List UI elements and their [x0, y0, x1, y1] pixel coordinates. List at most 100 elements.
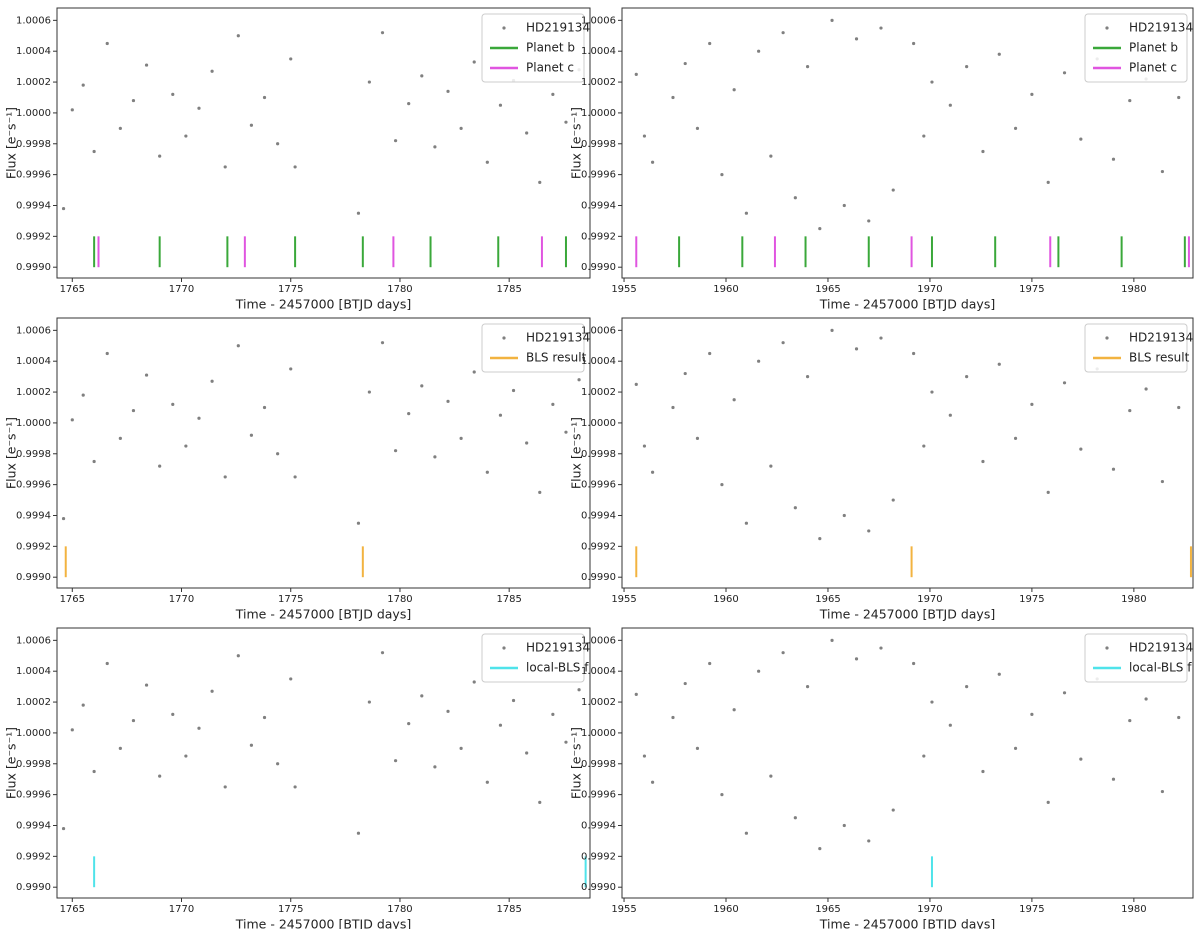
data-point [210, 69, 214, 73]
data-point [650, 470, 655, 474]
data-point [757, 669, 761, 673]
legend-box [481, 633, 585, 683]
data-point [197, 416, 201, 420]
panel: 1955 1960 1965 1970 1975 1980 0.9990 0.9992 0.99… [569, 627, 1194, 929]
data-point [356, 521, 361, 525]
data-point [708, 661, 712, 666]
data-point [249, 123, 254, 127]
data-point [420, 694, 424, 698]
data-point [564, 430, 568, 434]
y-tick-label: 0.9996 [16, 480, 51, 491]
data-point [1013, 126, 1018, 130]
data-point [948, 413, 952, 417]
data-point [793, 506, 797, 510]
data-point [380, 651, 385, 655]
y-tick-label: 0.9998 [581, 449, 616, 460]
data-point [433, 765, 437, 769]
data-point [356, 211, 361, 215]
data-point [1046, 180, 1050, 184]
data-point [1128, 98, 1132, 103]
x-tick-label: 1780 [387, 594, 412, 605]
y-tick-label: 1.0002 [581, 77, 616, 88]
data-point [997, 52, 1001, 56]
data-point [854, 657, 859, 661]
data-point [818, 227, 822, 231]
y-tick-label: 0.9996 [16, 170, 51, 181]
data-point [930, 80, 934, 84]
data-point [276, 142, 280, 146]
data-point [459, 126, 463, 130]
data-point [1144, 697, 1148, 701]
data-point [1128, 718, 1132, 723]
data-point [367, 390, 371, 394]
data-point [922, 444, 926, 448]
x-tick-label: 1775 [278, 284, 303, 295]
data-point [634, 72, 638, 76]
data-point [744, 831, 748, 835]
data-point [757, 49, 761, 53]
data-point [912, 41, 916, 46]
data-point [81, 703, 85, 707]
data-point [380, 31, 385, 35]
x-axis-label: Time - 2457000 [BTJD days] [819, 917, 995, 929]
data-point [144, 683, 149, 687]
data-point [683, 61, 687, 66]
y-tick-label: 0.9996 [581, 170, 616, 181]
data-point [459, 746, 463, 750]
data-point [965, 65, 969, 69]
y-tick-label: 1.0004 [581, 356, 616, 367]
data-point [1030, 402, 1034, 406]
legend-swatch [1105, 336, 1109, 340]
data-point [564, 740, 568, 744]
data-point [498, 413, 503, 417]
y-axis-label: Flux [e⁻s⁻¹] [569, 107, 584, 179]
legend-label: Planet c [526, 61, 574, 75]
y-axis-label: Flux [e⁻s⁻¹] [4, 417, 19, 489]
x-tick-label: 1960 [713, 904, 738, 915]
data-point [577, 378, 581, 382]
data-point [818, 537, 822, 541]
data-point [922, 134, 926, 138]
y-tick-label: 1.0002 [16, 697, 51, 708]
data-point [485, 780, 489, 784]
y-tick-label: 0.9998 [16, 759, 51, 770]
data-point [769, 154, 773, 158]
data-point [1128, 408, 1132, 413]
data-point [997, 362, 1001, 366]
x-tick-label: 1970 [917, 284, 942, 295]
data-point [184, 444, 188, 448]
data-point [70, 728, 74, 732]
x-axis-label: Time - 2457000 [BTJD days] [235, 917, 411, 929]
data-point [922, 754, 926, 758]
data-point [1062, 691, 1067, 695]
data-point [744, 211, 748, 215]
data-point [61, 516, 66, 521]
data-point [695, 436, 700, 440]
data-point [118, 126, 122, 130]
data-point [842, 203, 846, 208]
data-point [879, 646, 883, 650]
data-point [981, 149, 985, 154]
y-tick-label: 0.9994 [581, 820, 616, 831]
data-point [1062, 71, 1067, 75]
data-point [367, 700, 371, 704]
data-point [61, 826, 66, 831]
legend-label: HD219134 [526, 331, 590, 345]
data-point [92, 459, 96, 464]
data-point [407, 102, 411, 106]
data-point [650, 780, 655, 784]
data-point [262, 405, 267, 410]
data-point [891, 188, 895, 192]
data-point [867, 529, 871, 533]
x-tick-label: 1975 [1019, 594, 1044, 605]
data-point [393, 139, 398, 143]
data-point [1079, 447, 1083, 451]
data-point [511, 388, 516, 393]
data-point [223, 785, 227, 789]
y-tick-label: 0.9994 [581, 510, 616, 521]
data-point [830, 18, 834, 22]
legend-box [1084, 633, 1188, 683]
data-point [289, 677, 293, 681]
y-tick-label: 1.0002 [16, 77, 51, 88]
data-point [433, 145, 437, 149]
